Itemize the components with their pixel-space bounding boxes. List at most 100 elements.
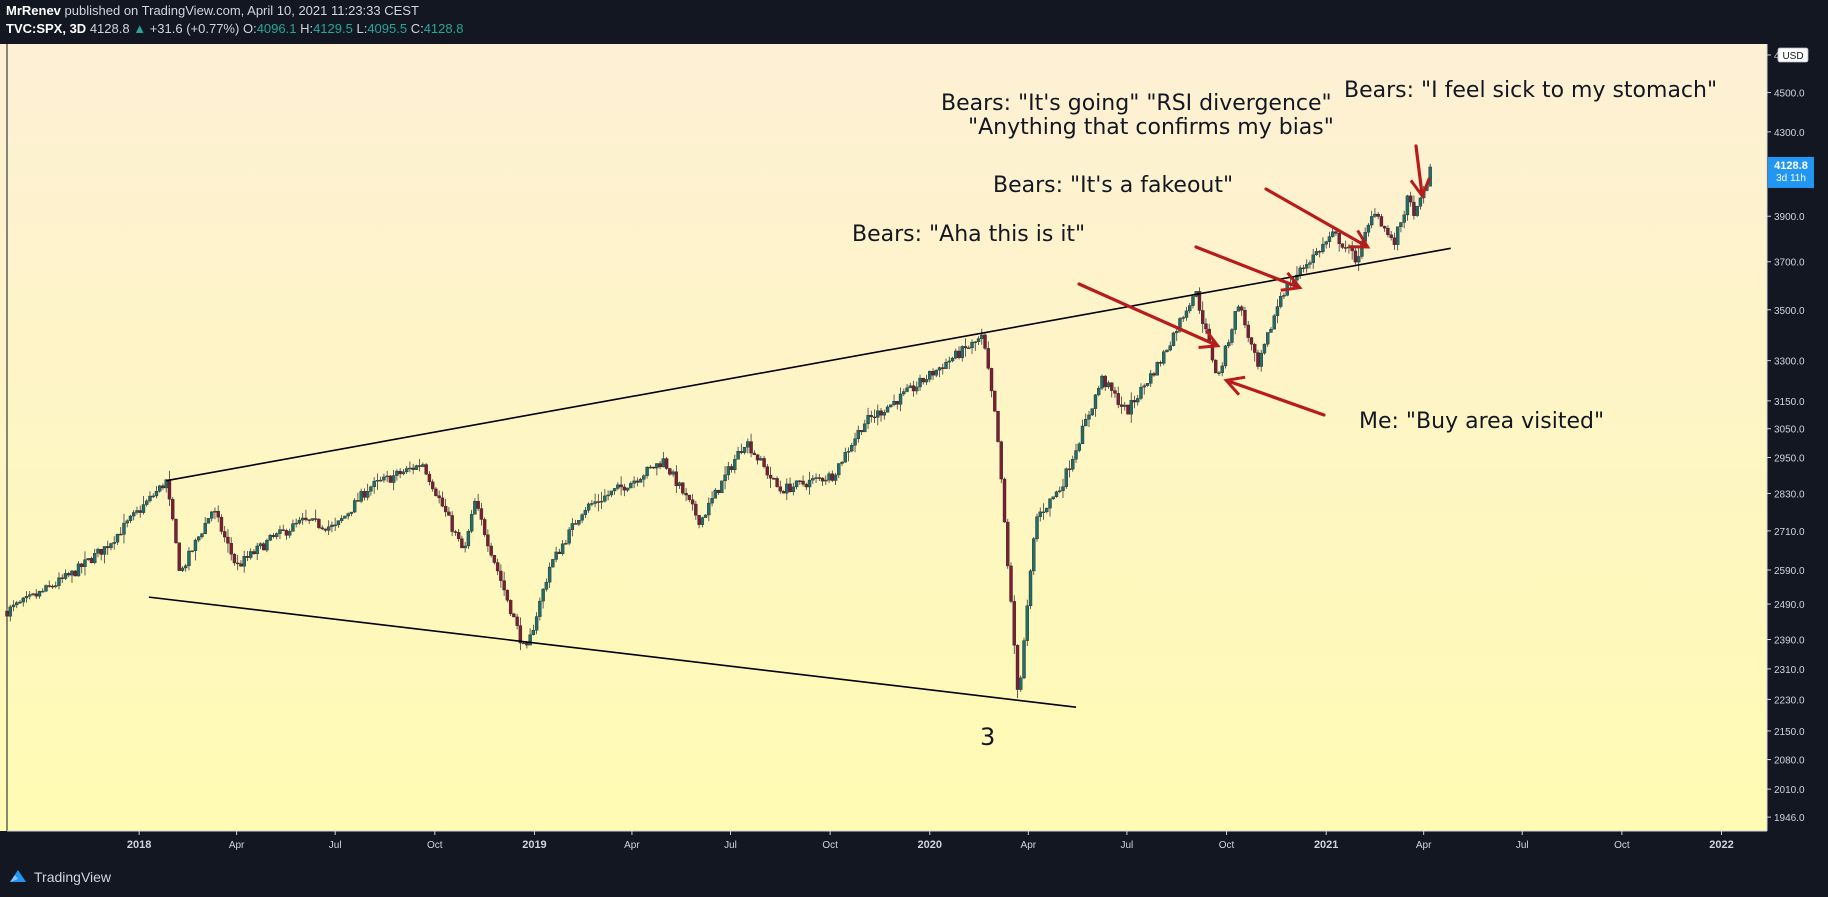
candle [833,472,838,485]
candle [57,572,61,590]
candle [158,484,162,493]
candle [967,345,971,350]
candle [518,617,523,651]
candle [216,505,220,523]
candle [989,367,994,398]
candle [973,341,977,351]
candle [928,370,932,383]
footer-bar: TradingView [0,860,1828,897]
candle [759,455,763,461]
candle [1025,599,1029,646]
candle [326,520,331,535]
candle [378,476,383,482]
currency-badge[interactable]: USD [1777,47,1809,63]
candle [1054,490,1059,498]
trendline-upper[interactable] [166,247,1451,482]
chart[interactable]: Bears: "Aha this is it" Bears: "It's a f… [0,44,1828,860]
candle [1022,637,1026,680]
tradingview-brand[interactable]: TradingView [8,869,111,885]
candle [876,404,880,426]
candle [349,511,354,517]
candle [1399,222,1403,233]
candle [197,535,201,543]
author-name[interactable]: MrRenev [6,3,61,18]
note-me-buy: Me: "Buy area visited" [1359,409,1604,434]
candle [187,547,191,571]
candle [109,542,113,551]
candle [544,578,549,592]
chart-header: MrRenev published on TradingView.com, Ap… [0,0,1828,44]
candle [560,539,565,556]
candle [1162,349,1166,366]
candle [1236,304,1241,312]
candle [1197,287,1202,314]
candle [323,528,328,533]
candle [138,505,142,518]
candle [1067,460,1072,478]
candle [1006,518,1010,569]
candle [1269,326,1273,333]
candle [37,590,42,599]
candle [125,519,129,528]
candle [190,550,194,553]
candle [1327,231,1332,248]
candle [635,477,640,487]
symbol-label[interactable]: TVC:SPX, 3D [6,21,87,36]
candle [1181,315,1185,322]
candle [1243,306,1247,329]
candle [765,464,770,479]
candle [720,480,724,494]
time-tick-label: Jul [724,840,737,851]
candle [937,366,942,378]
candle [577,520,581,526]
candle [463,541,467,553]
trendline-lower[interactable] [148,596,1077,708]
candle [1217,370,1221,377]
candle [694,500,698,520]
candle [651,466,656,469]
price-tick-label: 2490.0 [1774,600,1805,611]
candle [941,363,945,375]
candle [161,483,165,490]
candle [749,433,753,458]
candle [515,613,519,630]
candle [697,515,701,529]
candle [807,471,812,495]
candle [703,514,708,518]
candle [590,500,594,507]
plot-background [0,44,1767,831]
candle [1168,341,1172,352]
up-arrow-icon: ▲ [133,21,147,36]
candle [41,588,45,593]
note-bears-aha: Bears: "Aha this is it" [852,222,1085,247]
candle [950,356,955,363]
candle [54,581,58,589]
last-price-badge: 4128.8 3d 11h [1768,156,1814,188]
candle [482,517,487,537]
candle [863,419,867,433]
candle [255,542,259,561]
candle [1028,569,1033,610]
time-axis[interactable]: 2018 Apr Jul Oct 2019 Apr Jul Oct 2020 Apr Jul Oct 2… [127,831,1734,851]
candle [869,410,873,423]
candle [1412,195,1416,220]
candle [1272,313,1276,330]
candle [1402,210,1406,229]
candle [151,493,155,499]
price-axis[interactable]: 1946.0 2010.0 2080.0 2150.0 2230.0 2310.0 2390… [1767,51,1805,824]
trendlines-layer [148,247,1451,708]
candle [963,338,968,357]
candle [408,461,412,473]
candle [83,551,87,576]
candle [300,512,305,525]
time-axis-panel [0,831,1767,860]
candle [336,520,341,528]
candle [632,476,636,489]
candle [31,592,35,597]
candle [274,532,279,540]
candle [1171,331,1176,347]
candle [135,506,139,515]
candle [547,562,552,588]
price-tick-label: 3050.0 [1774,425,1805,436]
candle [1032,536,1036,575]
